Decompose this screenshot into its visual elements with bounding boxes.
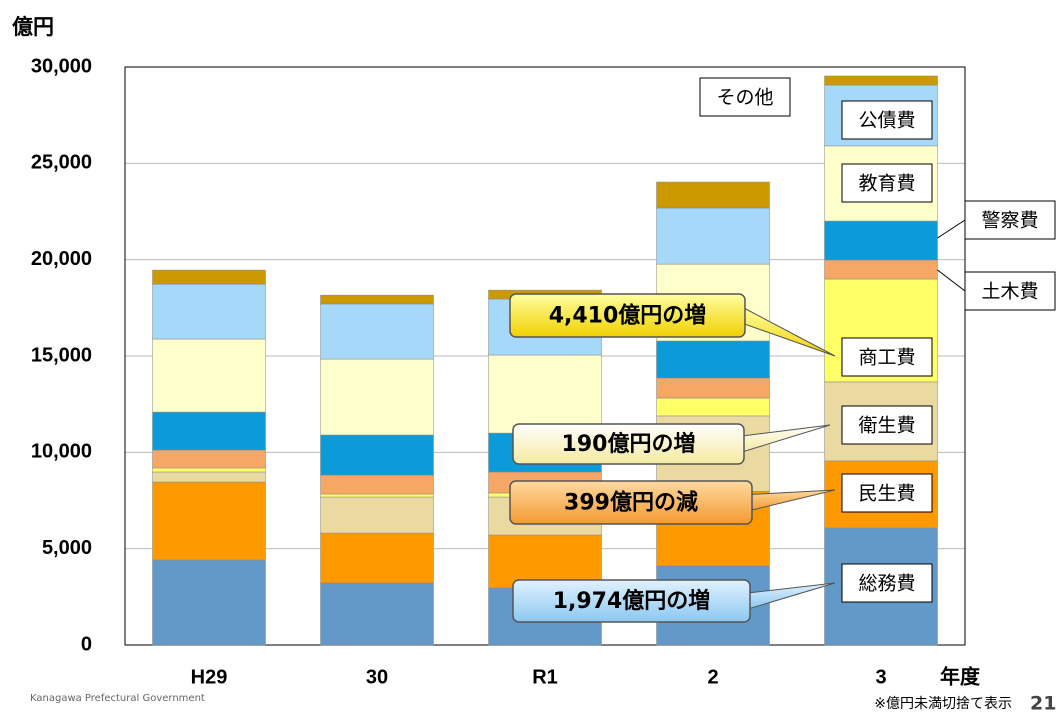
annotation: 4,410億円の増 [549, 303, 707, 329]
series-label: 民生費 [858, 483, 915, 505]
y-tick-label: 30,000 [31, 55, 92, 77]
bar-segment [152, 338, 266, 413]
series-label-box [841, 473, 933, 513]
x-tick-label: 3 [875, 666, 886, 688]
unit-label: 億円 [12, 15, 54, 39]
bar-segment [152, 481, 266, 561]
y-tick-label: 25,000 [31, 152, 92, 174]
leader-line [937, 219, 966, 239]
series-label-box [841, 337, 933, 377]
bar-segment [152, 467, 266, 473]
y-tick-label: 0 [81, 633, 92, 655]
note: ※億円未満切捨て表示 [874, 695, 1012, 712]
series-label-box [841, 100, 933, 140]
annotation: 399億円の減 [564, 490, 698, 516]
bar-segment [320, 496, 434, 534]
series-label: 土木費 [981, 281, 1038, 303]
y-tick-label: 20,000 [31, 248, 92, 270]
footer: Kanagawa Prefectural Government [30, 693, 205, 704]
bar-segment [656, 377, 770, 399]
x-axis-label: 年度 [940, 665, 981, 689]
bar-segment [152, 471, 266, 483]
series-label: 警察費 [981, 210, 1038, 232]
bar-segment [824, 220, 938, 261]
x-tick-label: 2 [707, 666, 718, 688]
series-label-box [964, 271, 1056, 311]
bar-segment [320, 474, 434, 495]
series-label: 衛生費 [858, 415, 915, 437]
page-number: 21 [1030, 693, 1056, 715]
callout-box [509, 293, 746, 338]
bar-segment [488, 354, 602, 434]
series-label-box [699, 77, 791, 117]
bar-segment [320, 294, 434, 305]
callout-box [512, 423, 745, 465]
bar-segment [320, 532, 434, 584]
bar-segment [320, 303, 434, 360]
annotation: 190億円の増 [562, 431, 696, 457]
series-label-box [841, 163, 933, 203]
series-label-box [841, 563, 933, 603]
bar-segment [824, 259, 938, 280]
bar-segment [152, 283, 266, 340]
callout-box [512, 579, 751, 623]
y-tick-label: 5,000 [42, 537, 92, 559]
series-label: その他 [716, 87, 773, 109]
series-label: 商工費 [858, 347, 915, 369]
bar-segment [152, 559, 266, 646]
bar-segment [152, 269, 266, 285]
series-label: 総務費 [858, 573, 915, 595]
bar-segment [152, 449, 266, 469]
bar-segment [656, 207, 770, 265]
leader-line [937, 269, 966, 292]
series-label: 教育費 [858, 173, 915, 195]
x-tick-label: 30 [366, 666, 388, 688]
x-tick-label: R1 [532, 666, 558, 688]
bar-segment [656, 340, 770, 379]
bar-segment [656, 397, 770, 417]
series-label-box [964, 200, 1056, 240]
y-tick-label: 15,000 [31, 344, 92, 366]
series-label-box [841, 405, 933, 445]
callout-box [509, 480, 753, 525]
y-tick-label: 10,000 [31, 441, 92, 463]
bar-segment [824, 75, 938, 86]
bar-segment [656, 181, 770, 209]
x-tick-label: H29 [191, 666, 228, 688]
annotation: 1,974億円の増 [553, 588, 711, 614]
bar-segment [320, 434, 434, 476]
series-label: 公債費 [858, 110, 915, 132]
bar-segment [152, 411, 266, 451]
bar-segment [488, 534, 602, 589]
bar-segment [320, 358, 434, 436]
bar-segment [320, 493, 434, 498]
bar-segment [320, 582, 434, 646]
